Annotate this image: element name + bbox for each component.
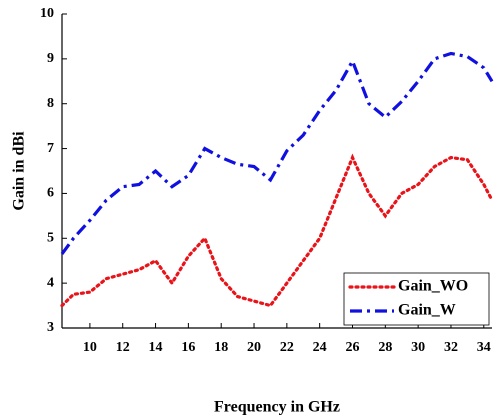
x-tick-label: 14 xyxy=(149,340,163,355)
x-tick-label: 12 xyxy=(116,340,130,355)
legend-label: Gain_W xyxy=(398,302,456,319)
y-axis-label: Gain in dBi xyxy=(11,131,28,211)
x-tick-label: 16 xyxy=(181,340,195,355)
x-axis-label: Frequency in GHz xyxy=(214,399,340,416)
x-tick-label: 22 xyxy=(280,340,294,355)
legend-label: Gain_WO xyxy=(398,278,468,295)
x-tick-label: 26 xyxy=(345,340,359,355)
x-tick-label: 30 xyxy=(411,340,425,355)
series-line xyxy=(60,153,494,308)
x-tick-label: 10 xyxy=(83,340,97,355)
y-tick-label: 5 xyxy=(47,231,54,246)
y-tick-label: 3 xyxy=(47,320,54,335)
x-tick-label: 28 xyxy=(378,340,392,355)
x-tick-label: 20 xyxy=(247,340,261,355)
y-tick-label: 9 xyxy=(47,51,54,66)
x-tick-label: 34 xyxy=(477,340,491,355)
legend-box xyxy=(343,272,490,326)
y-tick-label: 10 xyxy=(40,6,54,21)
series-line xyxy=(60,51,494,255)
y-tick-label: 8 xyxy=(47,96,54,111)
y-tick-label: 6 xyxy=(47,186,54,201)
x-tick-label: 32 xyxy=(444,340,458,355)
y-tick-label: 4 xyxy=(47,275,54,290)
x-tick-label: 24 xyxy=(313,340,327,355)
y-tick-label: 7 xyxy=(47,141,54,156)
x-tick-label: 18 xyxy=(214,340,228,355)
